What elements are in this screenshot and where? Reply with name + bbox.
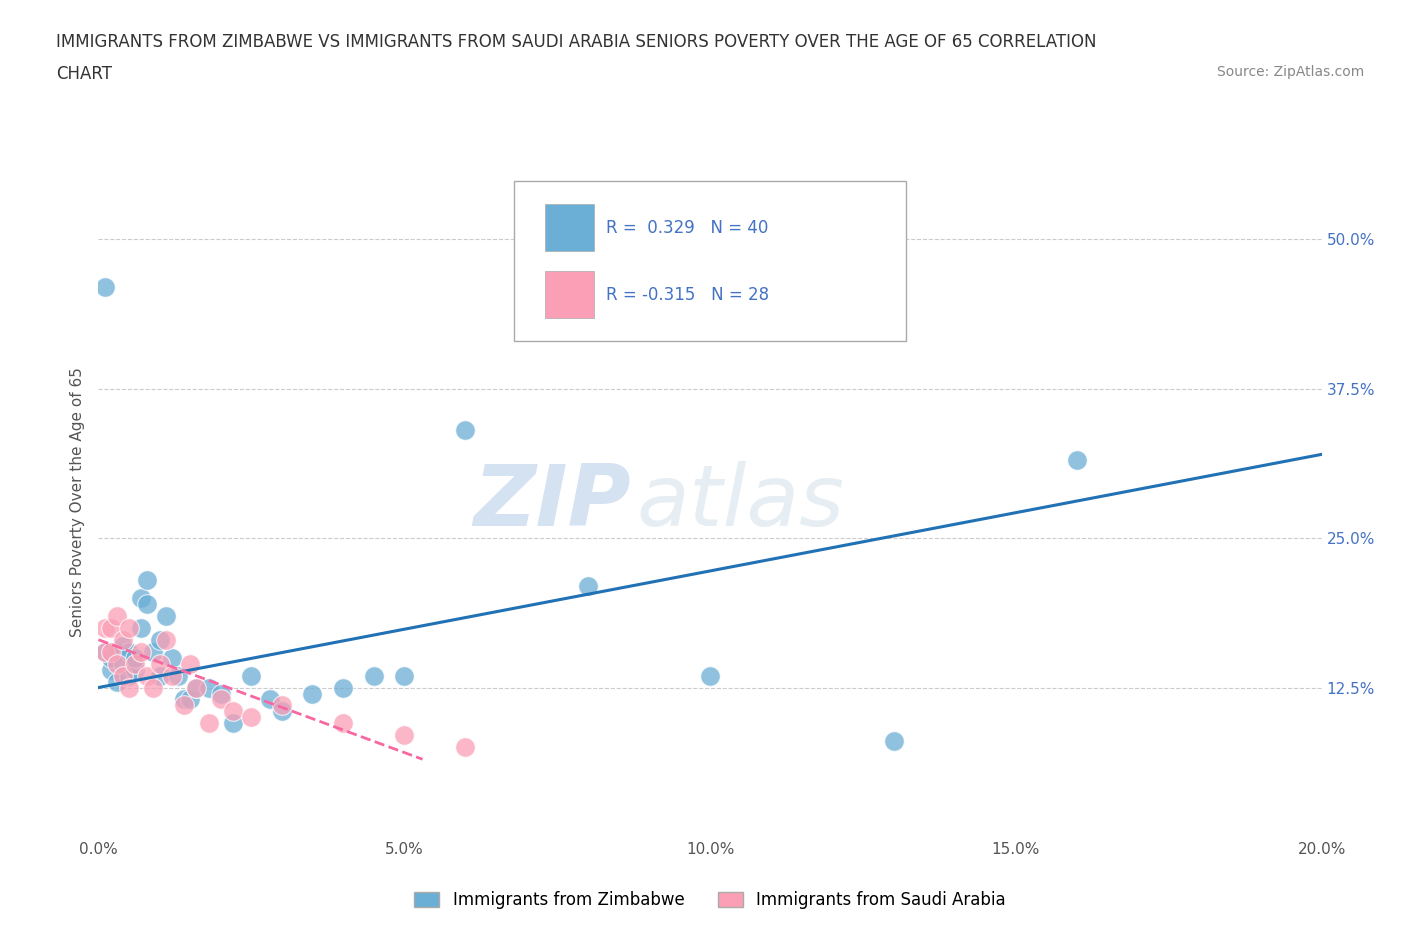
Point [363, 668, 385, 683]
Point [149, 657, 172, 671]
Point [105, 608, 128, 623]
Point [136, 596, 159, 611]
Point [105, 644, 128, 659]
Point [179, 692, 201, 707]
Point [186, 680, 208, 695]
Point [118, 644, 141, 659]
FancyBboxPatch shape [546, 272, 593, 318]
Point [100, 620, 122, 635]
Point [1066, 453, 1088, 468]
Text: CHART: CHART [56, 65, 112, 83]
Point [167, 668, 190, 683]
Point [454, 740, 477, 755]
Point [301, 686, 323, 701]
Point [93, 620, 115, 635]
Point [105, 657, 128, 671]
Point [118, 620, 141, 635]
Point [129, 591, 152, 605]
Point [155, 632, 177, 647]
Point [93, 644, 115, 659]
Point [149, 668, 172, 683]
Text: Source: ZipAtlas.com: Source: ZipAtlas.com [1216, 65, 1364, 79]
Point [883, 734, 905, 749]
Point [197, 716, 219, 731]
Point [105, 674, 128, 689]
Point [142, 644, 165, 659]
Y-axis label: Seniors Poverty Over the Age of 65: Seniors Poverty Over the Age of 65 [69, 367, 84, 637]
Text: atlas: atlas [637, 460, 845, 544]
Point [222, 716, 245, 731]
Point [93, 280, 115, 295]
Point [142, 680, 165, 695]
Point [209, 692, 232, 707]
Legend: Immigrants from Zimbabwe, Immigrants from Saudi Arabia: Immigrants from Zimbabwe, Immigrants fro… [408, 884, 1012, 916]
Point [155, 608, 177, 623]
Point [240, 710, 263, 724]
Point [118, 680, 141, 695]
Point [332, 716, 354, 731]
Point [111, 657, 134, 671]
Point [111, 668, 134, 683]
Point [173, 698, 195, 713]
Point [160, 668, 183, 683]
Point [222, 704, 245, 719]
Text: R =  0.329   N = 40: R = 0.329 N = 40 [606, 219, 769, 236]
Point [259, 692, 281, 707]
FancyBboxPatch shape [515, 180, 905, 341]
Point [100, 662, 122, 677]
Point [576, 578, 599, 593]
Point [332, 680, 354, 695]
Point [93, 644, 115, 659]
Point [240, 668, 263, 683]
Point [100, 650, 122, 665]
Point [129, 644, 152, 659]
Point [124, 650, 146, 665]
Text: R = -0.315   N = 28: R = -0.315 N = 28 [606, 286, 769, 303]
Point [699, 668, 721, 683]
Point [160, 650, 183, 665]
Point [149, 632, 172, 647]
Point [209, 686, 232, 701]
FancyBboxPatch shape [546, 205, 593, 251]
Point [100, 644, 122, 659]
Point [136, 668, 159, 683]
Point [186, 680, 208, 695]
Text: IMMIGRANTS FROM ZIMBABWE VS IMMIGRANTS FROM SAUDI ARABIA SENIORS POVERTY OVER TH: IMMIGRANTS FROM ZIMBABWE VS IMMIGRANTS F… [56, 33, 1097, 50]
Point [392, 728, 416, 743]
Point [124, 662, 146, 677]
Point [111, 638, 134, 653]
Point [111, 632, 134, 647]
Point [124, 657, 146, 671]
Text: ZIP: ZIP [472, 460, 630, 544]
Point [118, 668, 141, 683]
Point [392, 668, 416, 683]
Point [173, 692, 195, 707]
Point [454, 423, 477, 438]
Point [136, 573, 159, 588]
Point [270, 704, 292, 719]
Point [129, 620, 152, 635]
Point [179, 657, 201, 671]
Point [197, 680, 219, 695]
Point [270, 698, 292, 713]
